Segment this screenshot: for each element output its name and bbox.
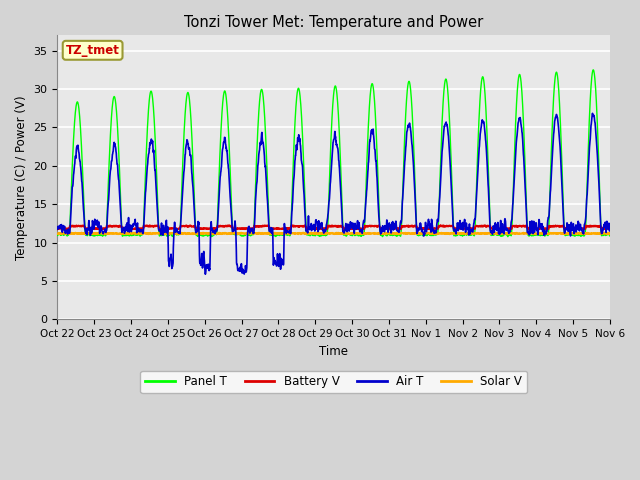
Air T — [573, 225, 580, 230]
Air T — [350, 225, 358, 231]
Battery V — [350, 226, 358, 231]
Solar V — [362, 230, 370, 236]
Battery V — [606, 226, 614, 232]
Solar V — [557, 231, 565, 237]
Battery V — [208, 226, 216, 231]
Air T — [54, 225, 61, 231]
Battery V — [557, 223, 565, 229]
Air T — [589, 110, 596, 116]
Panel T — [494, 232, 502, 238]
Air T — [202, 271, 209, 277]
Line: Air T: Air T — [58, 113, 610, 274]
Panel T — [349, 231, 357, 237]
Air T — [495, 225, 502, 231]
Line: Solar V: Solar V — [58, 233, 610, 234]
Battery V — [157, 226, 165, 232]
Title: Tonzi Tower Met: Temperature and Power: Tonzi Tower Met: Temperature and Power — [184, 15, 483, 30]
Panel T — [54, 232, 61, 238]
Y-axis label: Temperature (C) / Power (V): Temperature (C) / Power (V) — [15, 95, 28, 260]
Solar V — [350, 230, 358, 236]
Battery V — [146, 223, 154, 228]
Battery V — [54, 226, 61, 232]
Line: Panel T: Panel T — [58, 70, 610, 237]
Solar V — [397, 230, 405, 236]
Battery V — [573, 226, 580, 231]
Legend: Panel T, Battery V, Air T, Solar V: Panel T, Battery V, Air T, Solar V — [140, 371, 527, 393]
Solar V — [199, 231, 207, 237]
Solar V — [606, 230, 614, 236]
Panel T — [362, 197, 369, 203]
Air T — [557, 169, 565, 175]
Line: Battery V: Battery V — [58, 226, 610, 229]
Panel T — [504, 234, 511, 240]
Solar V — [495, 230, 502, 236]
Air T — [208, 227, 216, 232]
Panel T — [557, 144, 565, 150]
X-axis label: Time: Time — [319, 345, 348, 358]
Solar V — [54, 231, 61, 237]
Air T — [362, 198, 370, 204]
Panel T — [573, 232, 580, 238]
Text: TZ_tmet: TZ_tmet — [66, 44, 120, 57]
Solar V — [208, 231, 216, 237]
Panel T — [207, 234, 215, 240]
Panel T — [606, 233, 614, 239]
Battery V — [362, 224, 370, 229]
Battery V — [495, 226, 502, 231]
Air T — [606, 221, 614, 227]
Solar V — [573, 230, 580, 236]
Panel T — [589, 67, 597, 73]
